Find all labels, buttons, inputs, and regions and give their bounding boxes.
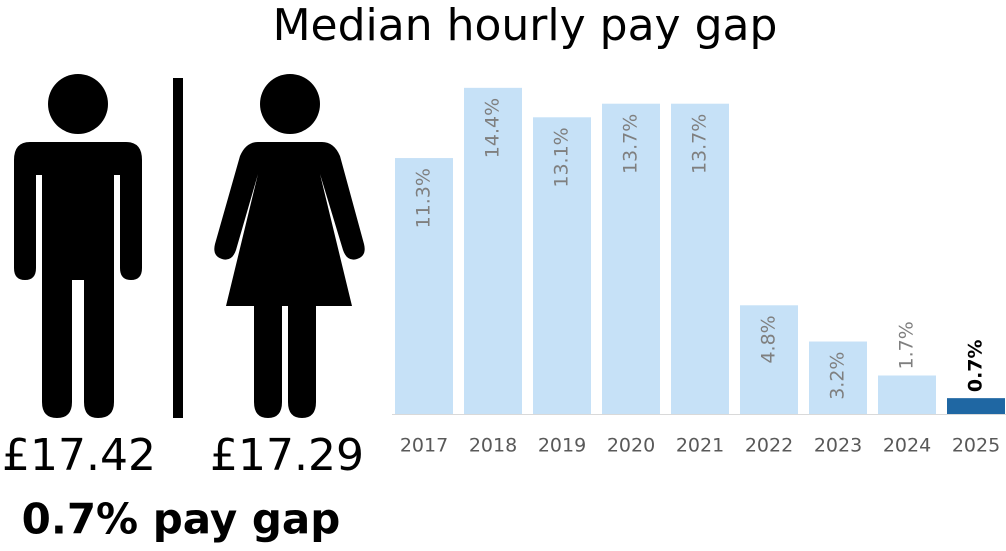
bar xyxy=(464,87,522,414)
x-tick-label: 2021 xyxy=(676,435,724,457)
bar xyxy=(533,117,591,414)
x-tick-label: 2023 xyxy=(814,435,862,457)
bar xyxy=(671,103,729,414)
data-label: 13.7% xyxy=(620,114,642,174)
bar xyxy=(878,375,936,414)
divider xyxy=(173,78,183,418)
male-pay: £17.42 xyxy=(2,430,156,481)
data-label: 3.2% xyxy=(827,352,849,400)
x-tick-label: 2022 xyxy=(745,435,793,457)
x-tick-label: 2017 xyxy=(400,435,448,457)
data-label: 11.3% xyxy=(413,168,435,228)
female-pay: £17.29 xyxy=(210,430,364,481)
bar xyxy=(947,398,1005,414)
data-label: 13.7% xyxy=(689,114,711,174)
pay-gap-summary: 0.7% pay gap xyxy=(22,495,341,544)
x-tick-label: 2018 xyxy=(469,435,517,457)
chart-title: Median hourly pay gap xyxy=(273,0,778,51)
x-tick-label: 2019 xyxy=(538,435,586,457)
bar xyxy=(809,341,867,414)
data-label: 14.4% xyxy=(482,98,504,158)
data-label: 4.8% xyxy=(758,315,780,363)
x-tick-label: 2025 xyxy=(952,435,1000,457)
data-label: 1.7% xyxy=(896,321,918,369)
x-tick-label: 2020 xyxy=(607,435,655,457)
bar xyxy=(740,305,798,414)
data-label: 0.7% xyxy=(965,339,987,392)
x-tick-label: 2024 xyxy=(883,435,931,457)
woman-icon xyxy=(214,74,365,418)
bar xyxy=(602,103,660,414)
data-label: 13.1% xyxy=(551,127,573,187)
bar xyxy=(395,158,453,414)
man-icon xyxy=(14,74,142,418)
